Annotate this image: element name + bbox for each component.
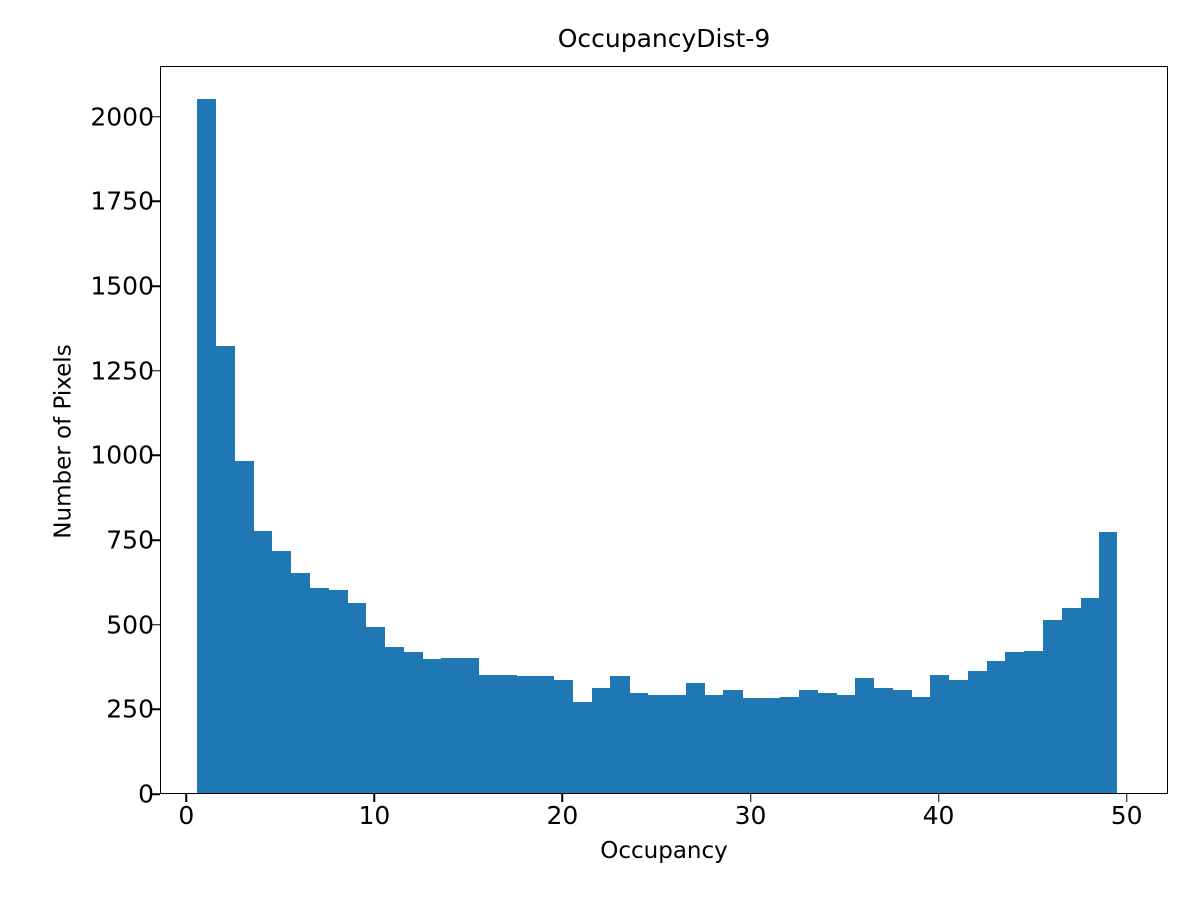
histogram-bar bbox=[760, 698, 781, 793]
histogram-bar bbox=[271, 550, 292, 793]
histogram-bar bbox=[234, 461, 254, 793]
histogram-bar bbox=[1043, 620, 1063, 793]
y-axis-tick-label: 1500 bbox=[90, 271, 154, 301]
y-axis-tick-label: 250 bbox=[106, 694, 154, 724]
x-axis-tick-mark bbox=[1125, 794, 1128, 802]
histogram-bar bbox=[911, 696, 931, 793]
histogram-bar bbox=[215, 346, 235, 793]
histogram-bar bbox=[516, 676, 536, 793]
x-axis-tick-label: 20 bbox=[546, 801, 579, 830]
histogram-bar bbox=[1005, 652, 1025, 793]
y-axis-tick-mark bbox=[152, 285, 160, 287]
y-axis-tick-label: 500 bbox=[106, 610, 154, 640]
histogram-bar bbox=[723, 689, 743, 793]
histogram-bar bbox=[967, 671, 987, 793]
x-axis-tick-label: 0 bbox=[178, 801, 195, 830]
y-axis-tick-label: 0 bbox=[138, 779, 154, 809]
histogram-bar bbox=[666, 694, 687, 793]
histogram-bar bbox=[403, 652, 423, 793]
histogram-bar bbox=[328, 589, 348, 793]
histogram-bar bbox=[742, 698, 762, 793]
histogram-bar bbox=[854, 677, 875, 793]
x-axis-tick-mark bbox=[373, 794, 376, 802]
histogram-bar bbox=[1080, 598, 1100, 793]
histogram-bar bbox=[554, 679, 574, 793]
histogram-bar bbox=[629, 693, 649, 793]
histogram-bar bbox=[591, 688, 611, 793]
histogram-bar bbox=[196, 98, 216, 793]
y-axis-tick-mark bbox=[152, 116, 160, 118]
plot-area bbox=[160, 66, 1168, 794]
x-axis-tick-mark bbox=[937, 794, 940, 802]
y-axis-tick-mark bbox=[152, 200, 160, 203]
histogram-bar bbox=[290, 572, 310, 793]
histogram-bar bbox=[648, 694, 668, 793]
x-axis-tick-mark bbox=[185, 794, 188, 802]
histogram-bar bbox=[836, 694, 856, 793]
histogram-bar bbox=[309, 588, 329, 793]
histogram-bar bbox=[1099, 532, 1117, 793]
histogram-bar bbox=[1061, 608, 1081, 793]
y-axis-label: Number of Pixels bbox=[50, 344, 77, 539]
x-axis-label: Occupancy bbox=[600, 838, 728, 864]
x-axis-tick-label: 10 bbox=[358, 801, 391, 830]
histogram-bars bbox=[161, 67, 1167, 793]
chart-title: OccupancyDist-9 bbox=[557, 24, 771, 53]
histogram-bar bbox=[779, 696, 799, 793]
histogram-bar bbox=[422, 659, 442, 793]
histogram-bar bbox=[535, 676, 555, 793]
y-axis-tick-label: 1000 bbox=[90, 440, 154, 470]
histogram-bar bbox=[892, 689, 912, 793]
histogram-bar bbox=[497, 674, 517, 793]
histogram-bar bbox=[873, 688, 893, 793]
histogram-bar bbox=[685, 682, 705, 793]
x-axis-tick-label: 50 bbox=[1110, 801, 1143, 830]
y-axis-tick-mark bbox=[152, 539, 160, 541]
x-axis-tick-mark bbox=[749, 794, 752, 802]
histogram-bar bbox=[948, 679, 969, 793]
x-axis-tick-label: 40 bbox=[922, 801, 955, 830]
histogram-bar bbox=[610, 676, 630, 793]
x-axis-tick-label: 30 bbox=[734, 801, 767, 830]
histogram-bar bbox=[253, 530, 273, 793]
y-axis-tick-label: 2000 bbox=[90, 102, 154, 132]
y-axis-tick-mark bbox=[152, 369, 160, 372]
histogram-bar bbox=[572, 701, 593, 793]
y-axis-tick-label: 750 bbox=[106, 525, 154, 555]
x-axis-tick-mark bbox=[561, 794, 564, 802]
histogram-bar bbox=[798, 689, 818, 793]
histogram-bar bbox=[384, 647, 404, 793]
histogram-bar bbox=[930, 674, 950, 793]
histogram-bar bbox=[986, 660, 1006, 793]
y-axis-tick-mark bbox=[152, 454, 160, 457]
y-axis-tick-mark bbox=[152, 708, 160, 711]
histogram-bar bbox=[441, 657, 461, 793]
y-axis-tick-label: 1250 bbox=[90, 356, 154, 386]
histogram-bar bbox=[704, 694, 724, 793]
histogram-bar bbox=[460, 657, 480, 793]
histogram-bar bbox=[365, 627, 386, 793]
histogram-bar bbox=[347, 603, 367, 793]
y-axis-tick-label: 1750 bbox=[90, 186, 154, 216]
y-axis-tick-mark bbox=[152, 623, 160, 626]
y-axis-tick-mark bbox=[152, 793, 160, 795]
histogram-bar bbox=[817, 693, 837, 793]
histogram-bar bbox=[1024, 650, 1044, 793]
histogram-bar bbox=[478, 674, 499, 793]
